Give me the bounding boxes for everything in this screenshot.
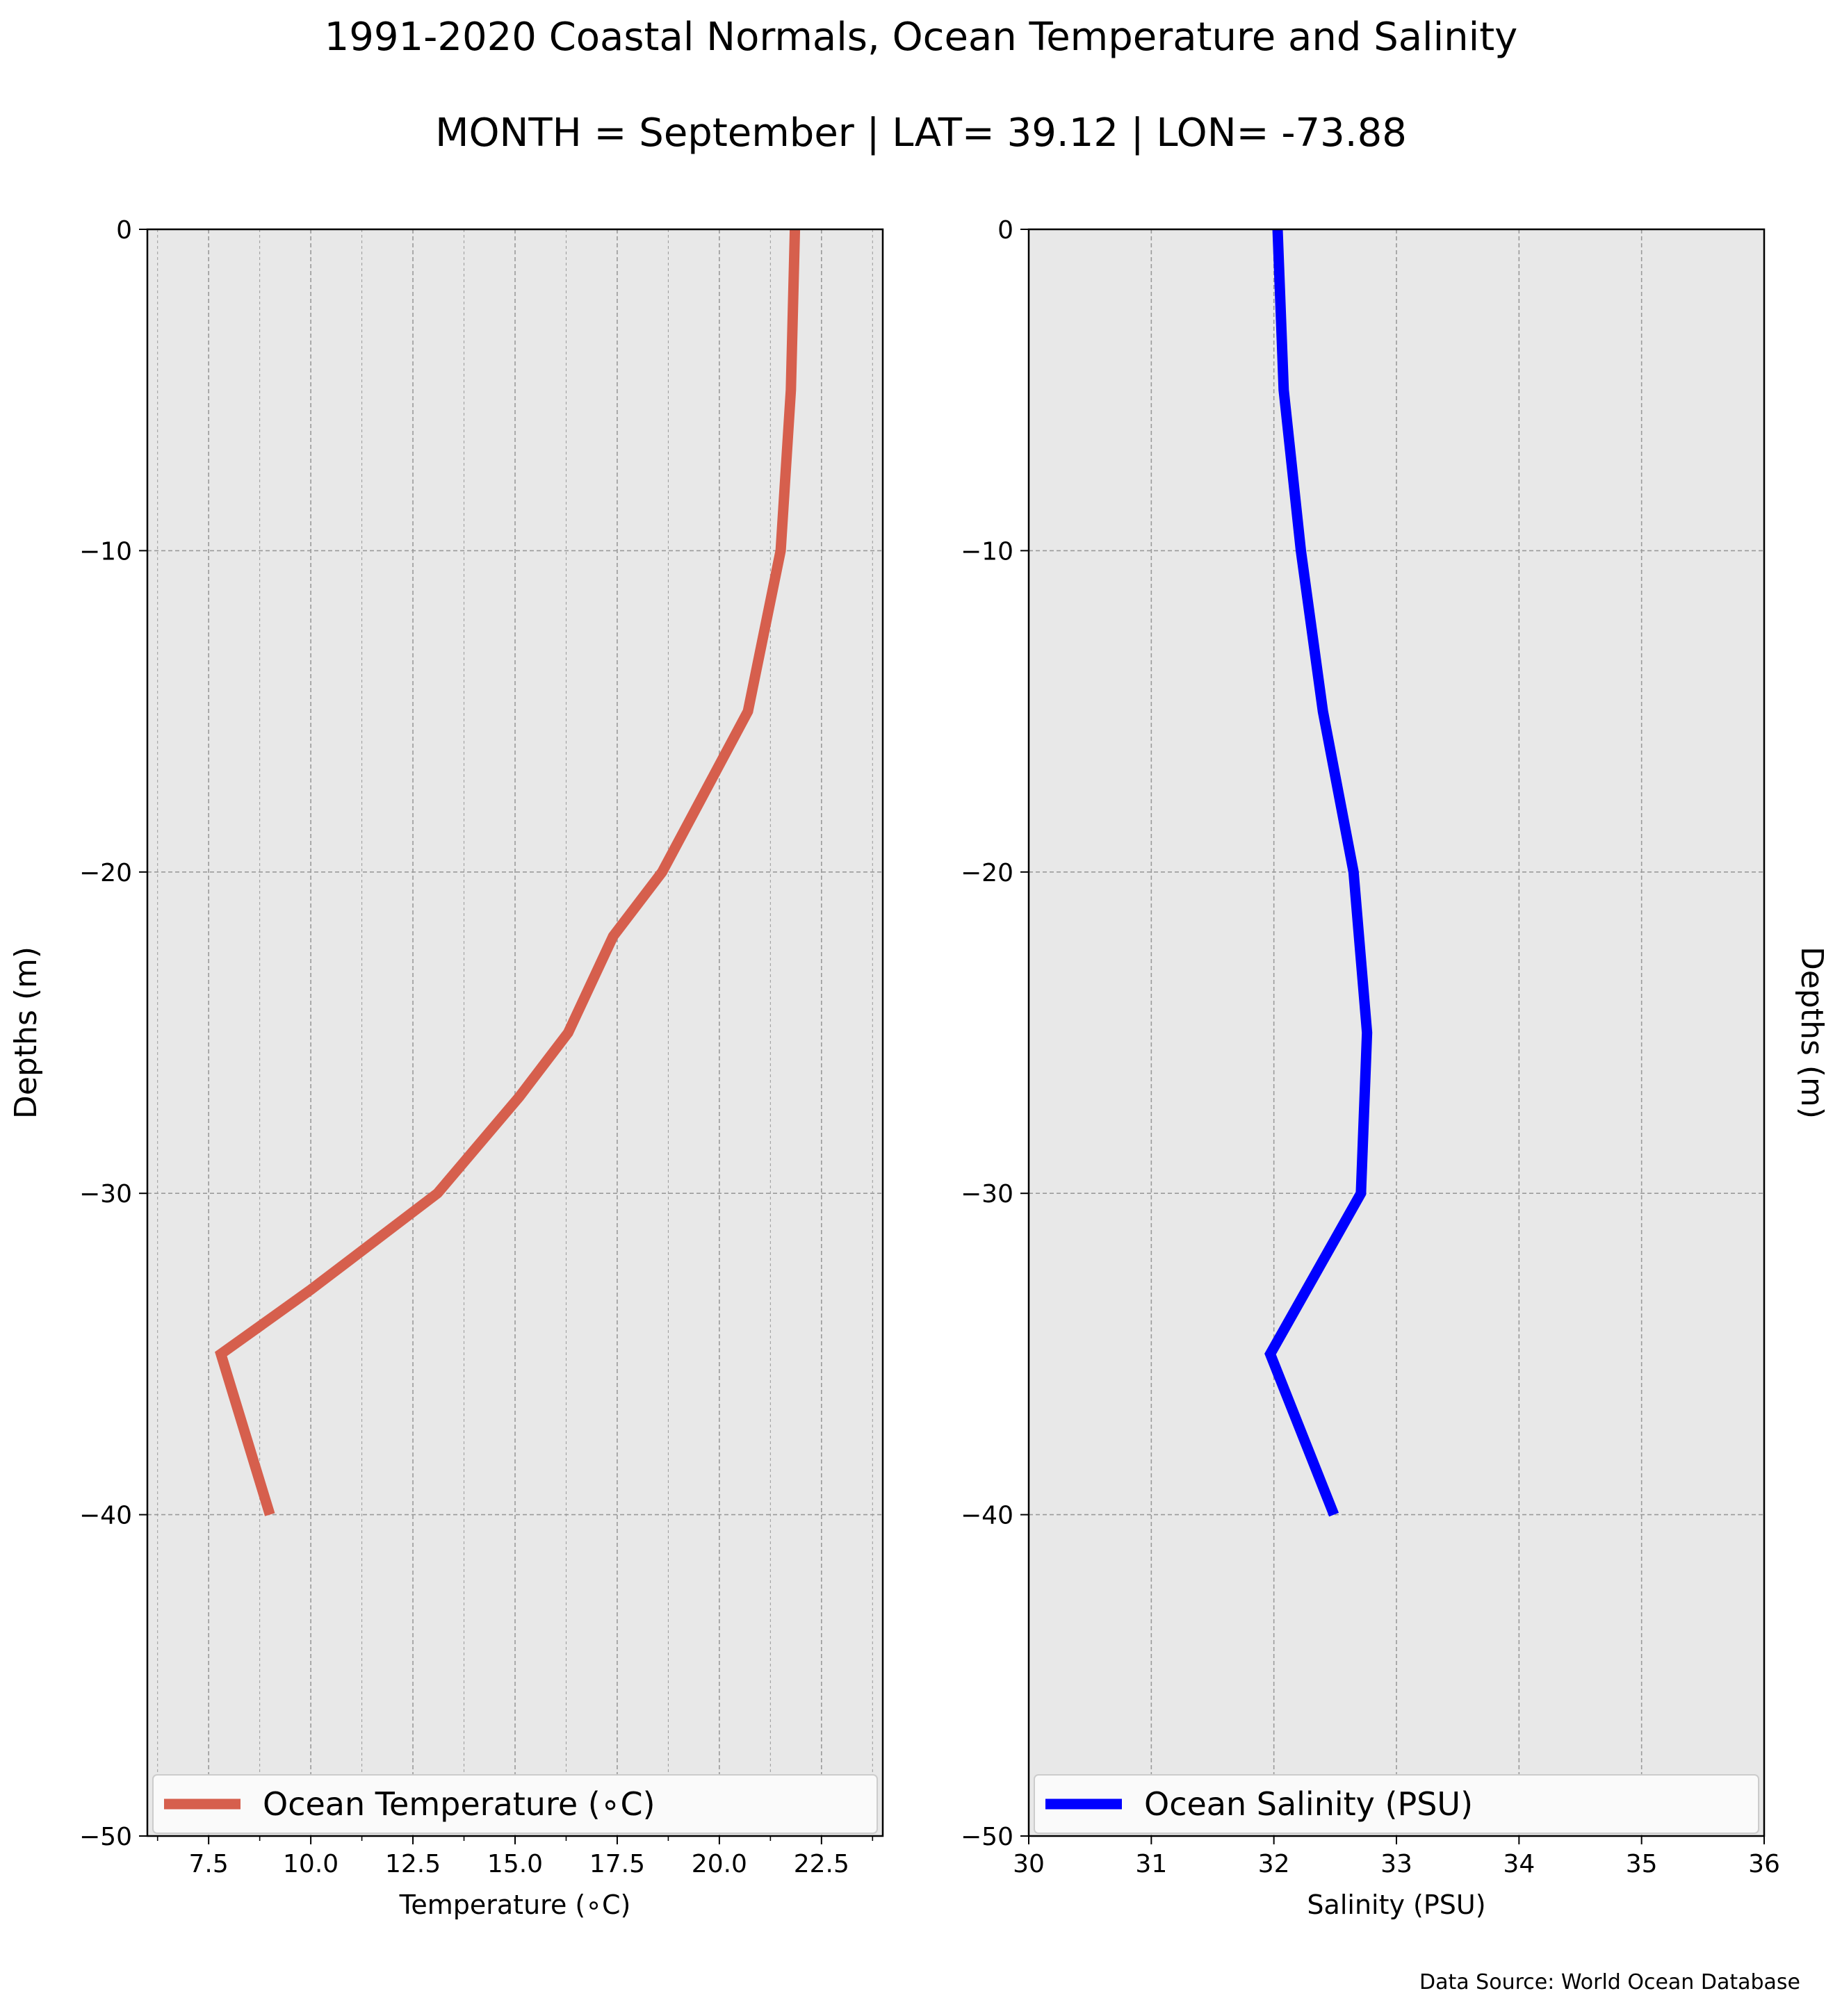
salinity-y-tick-label: −30 [961, 1180, 1013, 1208]
salinity-y-tick-label: −50 [961, 1823, 1013, 1851]
temperature-y-tick-label: −40 [79, 1502, 132, 1530]
temperature-panel: Ocean Temperature (∘C) 7.5 10.0 12.5 15.0 17.… [8, 216, 884, 1920]
temperature-y-tick-label: −20 [79, 859, 132, 887]
salinity-y-tick-label: −10 [961, 537, 1013, 566]
temperature-y-tick-label: 0 [116, 216, 132, 245]
salinity-legend-label: Ocean Salinity (PSU) [1144, 1785, 1473, 1823]
chart-subtitle: MONTH = September | LAT= 39.12 | LON= -7… [435, 110, 1407, 156]
salinity-y-tick-label: 0 [997, 216, 1013, 245]
temperature-y-tick-label: −50 [79, 1823, 132, 1851]
temperature-x-tick-label: 15.0 [487, 1850, 543, 1878]
temperature-x-tick-label: 17.5 [589, 1850, 645, 1878]
salinity-legend-box [1034, 1774, 1759, 1834]
chart-title: 1991-2020 Coastal Normals, Ocean Tempera… [325, 15, 1518, 60]
salinity-x-axis-label: Salinity (PSU) [1307, 1890, 1485, 1920]
temperature-y-axis-label: Depths (m) [8, 946, 44, 1119]
temperature-x-tick-label: 12.5 [385, 1850, 441, 1878]
temperature-x-axis-label: Temperature (∘C) [399, 1890, 631, 1920]
data-source-note: Data Source: World Ocean Database [1419, 1970, 1800, 1994]
salinity-x-tick-label: 35 [1626, 1850, 1658, 1878]
salinity-panel: Ocean Salinity (PSU) 30 31 32 33 34 35 36 0 −10 −2… [961, 216, 1829, 1920]
salinity-y-tick-label: −20 [961, 859, 1013, 887]
salinity-y-tick-label: −40 [961, 1502, 1013, 1530]
temperature-x-tick-label: 20.0 [692, 1850, 747, 1878]
salinity-x-tick-label: 36 [1748, 1850, 1780, 1878]
temperature-x-tick-label: 10.0 [283, 1850, 339, 1878]
temperature-legend-box [152, 1774, 878, 1834]
salinity-x-tick-label: 32 [1258, 1850, 1290, 1878]
salinity-x-tick-label: 33 [1380, 1850, 1412, 1878]
temperature-y-tick-label: −10 [79, 537, 132, 566]
temperature-x-tick-label: 7.5 [189, 1850, 229, 1878]
salinity-x-tick-label: 31 [1135, 1850, 1167, 1878]
temperature-y-tick-label: −30 [79, 1180, 132, 1208]
temperature-legend-label: Ocean Temperature (∘C) [263, 1785, 655, 1823]
salinity-x-tick-label: 34 [1503, 1850, 1535, 1878]
salinity-y-axis-label: Depths (m) [1794, 946, 1829, 1119]
salinity-series-line [1264, 229, 1373, 1517]
temperature-x-tick-label: 22.5 [794, 1850, 849, 1878]
salinity-x-tick-label: 30 [1013, 1850, 1045, 1878]
temperature-series-line [215, 229, 801, 1516]
